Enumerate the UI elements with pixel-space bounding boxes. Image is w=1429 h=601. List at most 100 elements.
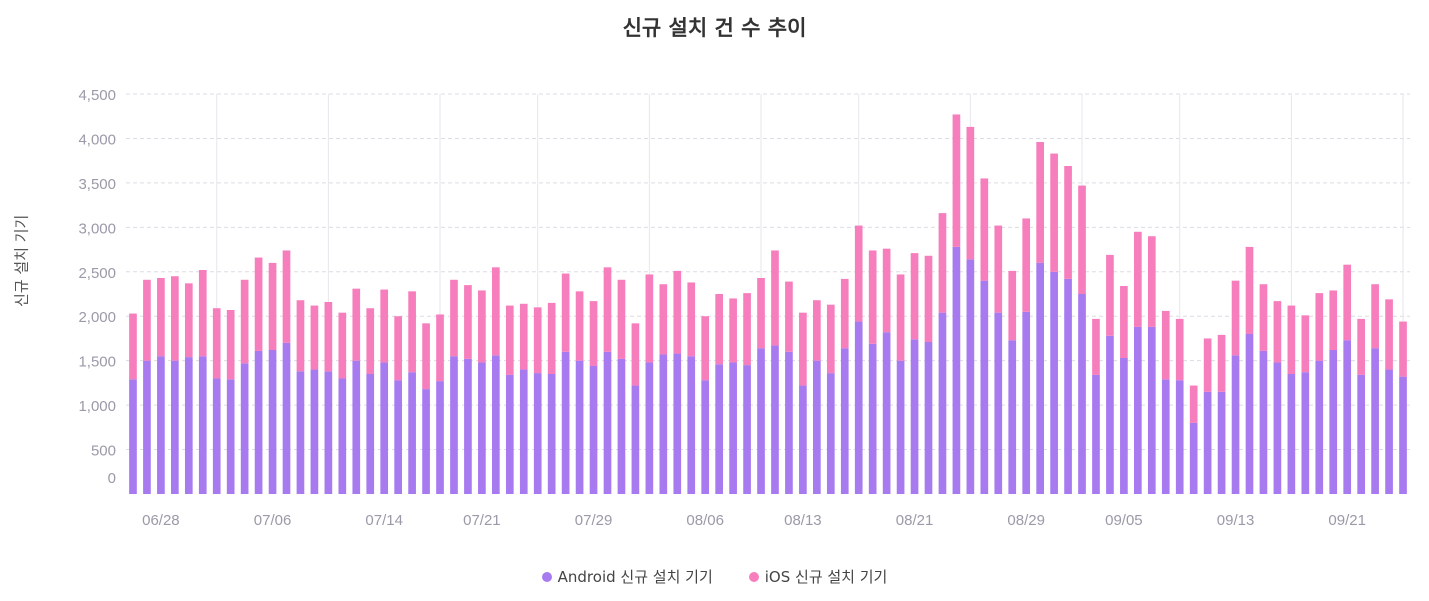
bar-ios[interactable]	[226, 310, 235, 380]
bar-ios[interactable]	[966, 126, 975, 260]
bar-android[interactable]	[1385, 369, 1393, 494]
bar-ios[interactable]	[143, 279, 151, 361]
bar-ios[interactable]	[1175, 318, 1184, 381]
bar-ios[interactable]	[1189, 385, 1198, 423]
bar-android[interactable]	[1399, 376, 1407, 494]
bar-ios[interactable]	[519, 303, 528, 370]
bar-ios[interactable]	[464, 285, 472, 359]
bar-android[interactable]	[659, 354, 668, 494]
bar-android[interactable]	[1245, 334, 1254, 494]
bar-android[interactable]	[478, 362, 486, 494]
bar-android[interactable]	[1301, 372, 1310, 494]
bar-android[interactable]	[910, 339, 919, 494]
bar-android[interactable]	[1231, 355, 1240, 494]
bar-ios[interactable]	[757, 278, 765, 349]
bar-ios[interactable]	[1343, 264, 1352, 341]
bar-ios[interactable]	[673, 270, 682, 354]
bar-android[interactable]	[366, 374, 375, 494]
bar-android[interactable]	[854, 321, 863, 494]
bar-android[interactable]	[645, 362, 654, 494]
bar-ios[interactable]	[575, 291, 584, 361]
bar-android[interactable]	[952, 246, 961, 494]
bar-ios[interactable]	[589, 301, 598, 366]
bar-android[interactable]	[464, 358, 472, 494]
bar-android[interactable]	[1050, 271, 1058, 494]
bar-android[interactable]	[1106, 335, 1114, 494]
bar-ios[interactable]	[352, 288, 361, 361]
bar-ios[interactable]	[840, 278, 849, 349]
bar-android[interactable]	[715, 364, 723, 494]
bar-android[interactable]	[157, 356, 165, 494]
bar-ios[interactable]	[1036, 142, 1044, 263]
bar-ios[interactable]	[813, 300, 821, 361]
bar-android[interactable]	[198, 356, 207, 494]
bar-ios[interactable]	[882, 248, 891, 333]
bar-android[interactable]	[924, 342, 933, 494]
bar-ios[interactable]	[1231, 280, 1240, 356]
bar-android[interactable]	[422, 389, 430, 494]
bar-ios[interactable]	[533, 307, 542, 374]
bar-android[interactable]	[143, 360, 151, 494]
bar-android[interactable]	[1259, 350, 1268, 494]
bar-android[interactable]	[352, 360, 361, 494]
bar-android[interactable]	[799, 385, 807, 494]
bar-ios[interactable]	[492, 267, 500, 356]
bar-ios[interactable]	[938, 213, 947, 313]
bar-ios[interactable]	[1203, 338, 1212, 392]
bar-ios[interactable]	[198, 270, 207, 357]
bar-ios[interactable]	[868, 250, 877, 344]
bar-ios[interactable]	[910, 253, 919, 340]
bar-ios[interactable]	[771, 250, 779, 346]
bar-android[interactable]	[994, 312, 1003, 494]
bar-ios[interactable]	[1092, 318, 1100, 375]
legend-item-android[interactable]: Android 신규 설치 기기	[541, 566, 713, 587]
bar-ios[interactable]	[157, 278, 165, 357]
bar-ios[interactable]	[701, 316, 710, 381]
bar-android[interactable]	[212, 378, 221, 494]
bar-ios[interactable]	[1022, 218, 1031, 312]
bar-ios[interactable]	[1371, 284, 1379, 349]
bar-android[interactable]	[171, 360, 179, 494]
bar-android[interactable]	[1064, 278, 1072, 494]
bar-ios[interactable]	[324, 302, 333, 372]
bar-android[interactable]	[617, 358, 626, 494]
bar-ios[interactable]	[1050, 153, 1058, 272]
bar-ios[interactable]	[1259, 284, 1268, 351]
bar-ios[interactable]	[1161, 310, 1170, 380]
bar-android[interactable]	[226, 379, 235, 494]
bar-android[interactable]	[282, 342, 291, 494]
bar-ios[interactable]	[240, 279, 249, 364]
bar-android[interactable]	[701, 380, 710, 494]
bar-ios[interactable]	[1301, 315, 1310, 373]
bar-ios[interactable]	[785, 281, 793, 352]
bar-ios[interactable]	[743, 293, 751, 366]
bar-android[interactable]	[533, 373, 542, 494]
bar-android[interactable]	[338, 378, 347, 494]
bar-android[interactable]	[254, 350, 263, 494]
bar-android[interactable]	[519, 369, 528, 494]
bar-android[interactable]	[673, 353, 682, 494]
bar-android[interactable]	[771, 345, 779, 494]
bar-android[interactable]	[589, 366, 598, 494]
bar-ios[interactable]	[380, 289, 389, 363]
bar-android[interactable]	[743, 365, 751, 494]
bar-android[interactable]	[296, 371, 305, 494]
bar-ios[interactable]	[547, 302, 556, 374]
bar-android[interactable]	[129, 379, 137, 494]
bar-ios[interactable]	[1106, 254, 1114, 336]
bar-ios[interactable]	[631, 323, 640, 386]
bar-ios[interactable]	[687, 282, 696, 357]
bar-android[interactable]	[1134, 326, 1142, 494]
bar-android[interactable]	[561, 351, 570, 494]
bar-ios[interactable]	[422, 323, 430, 390]
bar-ios[interactable]	[366, 308, 375, 374]
bar-android[interactable]	[1092, 374, 1100, 494]
bar-android[interactable]	[505, 374, 514, 494]
bar-android[interactable]	[1343, 340, 1352, 494]
bar-ios[interactable]	[1147, 236, 1156, 327]
bar-ios[interactable]	[254, 257, 263, 351]
bar-ios[interactable]	[1245, 246, 1254, 334]
bar-ios[interactable]	[282, 250, 291, 343]
bar-android[interactable]	[380, 362, 389, 494]
bar-android[interactable]	[575, 360, 584, 494]
